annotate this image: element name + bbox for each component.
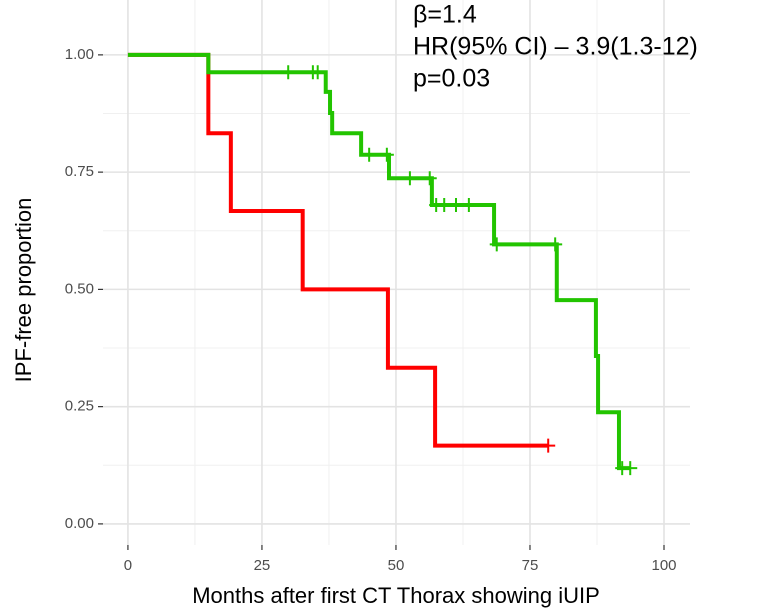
- x-tick-label: 100: [651, 557, 676, 574]
- censor-mark: [402, 171, 417, 186]
- x-tick-label: 0: [124, 557, 132, 574]
- y-tick-label: 1.00: [65, 46, 94, 63]
- y-axis-title: IPF-free proportion: [11, 198, 36, 383]
- censor-mark: [623, 461, 638, 476]
- censor-mark: [541, 438, 556, 453]
- censor-mark: [379, 147, 394, 162]
- grid: 0 25 50 75 100 0.00 0.25 0.50 0.75 1.00: [65, 0, 690, 574]
- x-tick-label: 75: [522, 557, 539, 574]
- y-tick-label: 0.00: [65, 515, 94, 532]
- y-tick-label: 0.25: [65, 398, 94, 415]
- censor-mark: [362, 147, 377, 162]
- survival-curve: [127, 52, 549, 448]
- censor-mark: [548, 237, 563, 252]
- y-tick-label: 0.75: [65, 163, 94, 180]
- annotation-beta: β=1.4: [413, 1, 477, 29]
- x-tick-label: 25: [254, 557, 271, 574]
- censor-mark: [281, 65, 296, 80]
- censor-mark: [310, 65, 325, 80]
- x-axis-title: Months after first CT Thorax showing iUI…: [192, 583, 600, 608]
- censor-mark: [461, 197, 476, 212]
- censor-mark: [437, 197, 452, 212]
- annotation-p: p=0.03: [413, 65, 490, 93]
- censor-mark: [449, 197, 464, 212]
- y-tick-label: 0.50: [65, 280, 94, 297]
- annotation-hr: HR(95% CI) – 3.9(1.3-12): [413, 33, 698, 61]
- x-tick-label: 50: [388, 557, 405, 574]
- plot-marks: [127, 52, 638, 476]
- censor-mark: [422, 171, 437, 186]
- censor-mark: [489, 237, 504, 252]
